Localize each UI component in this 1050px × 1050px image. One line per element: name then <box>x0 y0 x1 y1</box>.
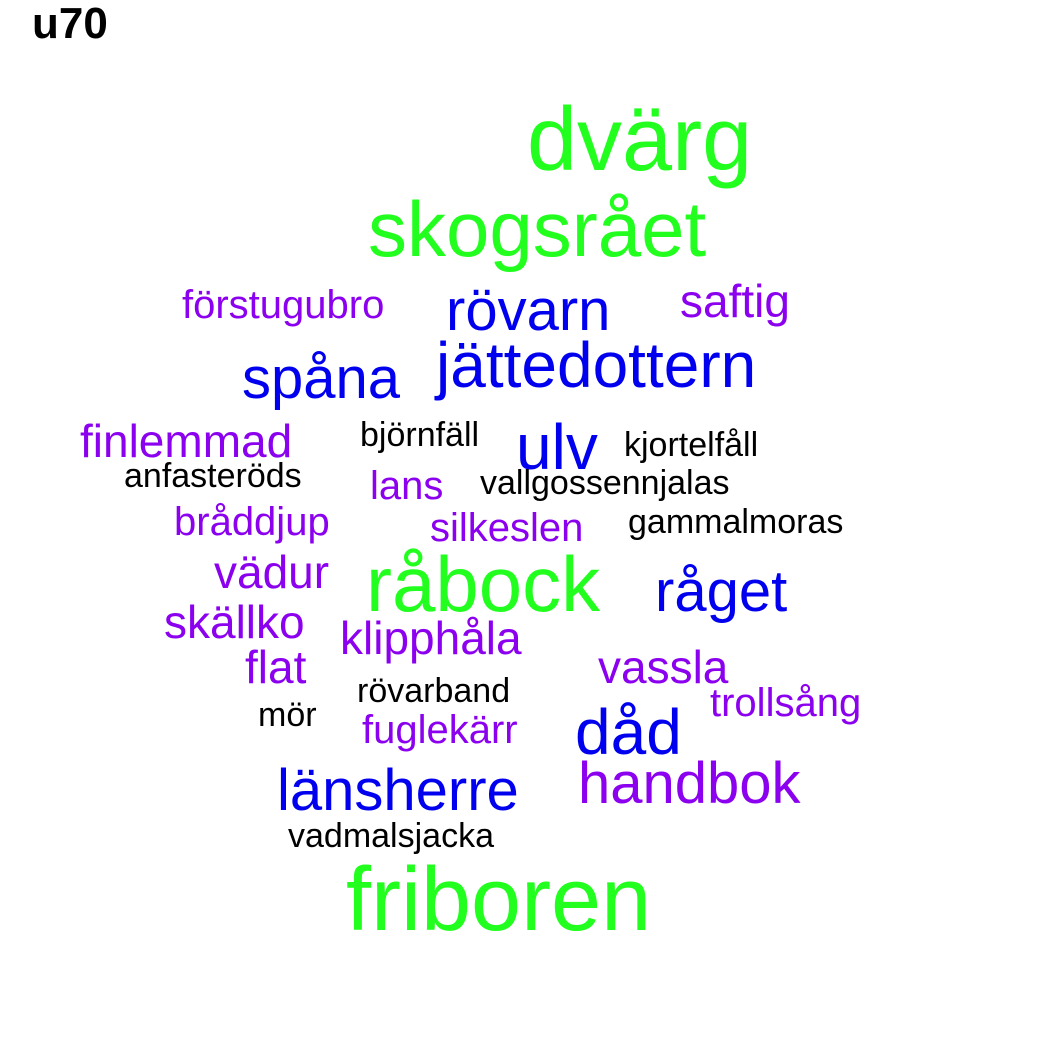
word-fuglekarr: fuglekärr <box>362 708 518 752</box>
word-rovarband: rövarband <box>357 672 511 710</box>
word-finlemmad: finlemmad <box>80 415 293 467</box>
word-vadmalsjacka: vadmalsjacka <box>288 817 494 855</box>
word-friboren: friboren <box>346 850 652 950</box>
word-handbok: handbok <box>578 751 801 816</box>
word-dvarg: dvärg <box>527 90 753 190</box>
word-dad: dåd <box>575 696 682 768</box>
word-bjornfall: björnfäll <box>360 416 480 454</box>
word-mor: mör <box>258 696 317 734</box>
word-vallgossennjalas: vallgossennjalas <box>480 464 730 502</box>
word-rabock: råbock <box>366 540 601 628</box>
cloud-title: u70 <box>32 0 108 48</box>
word-rovarn: rövarn <box>446 278 611 343</box>
word-anfasterods: anfasteröds <box>124 457 302 495</box>
word-spana: spåna <box>242 346 401 411</box>
word-saftig: saftig <box>680 275 790 327</box>
word-braddjup: bråddjup <box>174 500 330 544</box>
word-vassla: vassla <box>598 641 729 693</box>
word-skallko: skällko <box>164 596 305 648</box>
word-lans: lans <box>370 464 444 508</box>
word-kjortelfall: kjortelfåll <box>624 426 759 464</box>
word-flat: flat <box>245 641 307 693</box>
word-skogsraet: skogsrået <box>368 185 707 273</box>
word-silkeslen: silkeslen <box>430 506 584 550</box>
word-gammalmoras: gammalmoras <box>628 503 844 541</box>
word-vadur: vädur <box>214 546 330 598</box>
word-ulv: ulv <box>516 411 598 483</box>
word-trollsang: trollsång <box>710 681 862 725</box>
word-klipphala: klipphåla <box>340 612 522 664</box>
word-jattedottern: jättedottern <box>436 329 757 401</box>
word-raget: råget <box>655 559 788 624</box>
word-lansherre: länsherre <box>277 758 519 823</box>
word-forstugubro: förstugubro <box>182 283 385 327</box>
